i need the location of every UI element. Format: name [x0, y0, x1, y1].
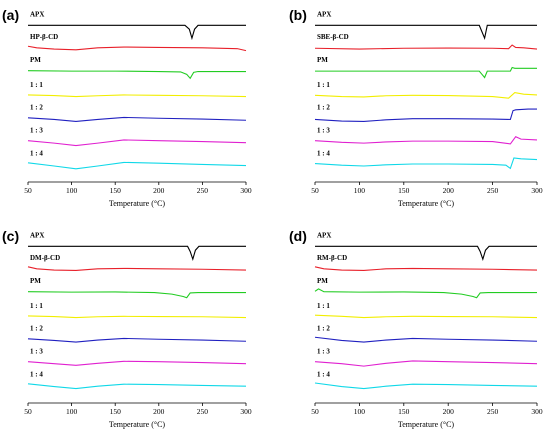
series-line-7: [27, 161, 247, 170]
series-line-4: [27, 94, 247, 98]
series-line-7: [314, 157, 538, 170]
series-label-4: 1 : 1: [30, 302, 43, 310]
series-label-3: PM: [30, 56, 41, 64]
x-tick-label: 100: [354, 407, 366, 416]
series-label-4: 1 : 1: [317, 302, 330, 310]
x-tick-label: 50: [24, 186, 32, 195]
series-label-1: APX: [317, 10, 331, 18]
x-tick-label: 50: [24, 407, 32, 416]
panel-label: (c): [2, 228, 19, 244]
series-label-5: 1 : 2: [30, 104, 43, 112]
x-tick-label: 250: [487, 186, 499, 195]
series-label-2: SBE-β-CD: [317, 33, 349, 41]
x-tick-label: 300: [531, 186, 543, 195]
series-line-5: [27, 116, 247, 122]
x-tick-label: 150: [110, 407, 122, 416]
x-tick-label: 300: [240, 186, 252, 195]
series-line-6: [27, 139, 247, 147]
series-line-6: [27, 360, 247, 366]
x-tick-label: 100: [66, 186, 78, 195]
series-line-7: [27, 383, 247, 390]
x-tick-label: 200: [153, 407, 165, 416]
series-line-5: [314, 108, 537, 122]
x-tick-label: 150: [398, 407, 410, 416]
panel-label: (d): [289, 228, 307, 244]
series-label-4: 1 : 1: [30, 81, 43, 89]
series-label-1: APX: [317, 231, 331, 239]
series-line-2: [27, 266, 247, 271]
x-tick-label: 50: [311, 186, 319, 195]
series-label-2: HP-β-CD: [30, 33, 58, 41]
x-tick-label: 50: [311, 407, 319, 416]
series-label-7: 1 : 4: [30, 149, 43, 157]
chart-panel-2: (b) 50 100 150 200 250 300 Temperature (°C) APX S…: [289, 7, 543, 208]
x-tick-label: 300: [240, 407, 252, 416]
x-tick-label: 250: [197, 186, 209, 195]
series-label-7: 1 : 4: [317, 149, 330, 157]
series-line-2: [27, 45, 247, 52]
x-axis-label: Temperature (°C): [398, 199, 455, 208]
x-tick-label: 200: [153, 186, 165, 195]
series-label-3: PM: [317, 56, 328, 64]
series-label-2: DM-β-CD: [30, 254, 60, 262]
series-line-6: [314, 136, 538, 145]
series-label-3: PM: [30, 277, 41, 285]
series-label-5: 1 : 2: [317, 325, 330, 333]
series-line-1: [28, 24, 246, 41]
chart-panel-4: (d) 50 100 150 200 250 300 Temperature (°C) APX R…: [289, 228, 543, 429]
x-tick-label: 250: [197, 407, 209, 416]
x-tick-label: 150: [110, 186, 122, 195]
series-line-4: [314, 91, 538, 99]
series-line-3: [315, 66, 537, 79]
x-axis-label: Temperature (°C): [109, 420, 166, 429]
series-label-4: 1 : 1: [317, 81, 330, 89]
x-tick-label: 100: [354, 186, 366, 195]
series-label-5: 1 : 2: [317, 104, 330, 112]
x-axis-label: Temperature (°C): [109, 199, 166, 208]
series-line-3: [314, 288, 537, 299]
series-label-6: 1 : 3: [317, 348, 330, 356]
series-label-1: APX: [30, 10, 44, 18]
series-line-1: [315, 245, 537, 261]
x-axis-label: Temperature (°C): [398, 420, 455, 429]
x-tick-label: 200: [443, 186, 455, 195]
series-label-6: 1 : 3: [317, 127, 330, 135]
series-line-2: [314, 266, 538, 271]
series-label-1: APX: [30, 231, 44, 239]
chart-panel-1: (a) 50 100 150 200 250 300 Temperature (°C) APX H…: [2, 7, 252, 208]
series-line-2: [314, 44, 538, 50]
series-label-2: RM-β-CD: [317, 254, 347, 262]
series-label-3: PM: [317, 277, 328, 285]
series-line-4: [27, 315, 247, 319]
series-line-1: [315, 24, 537, 41]
panel-label: (b): [289, 7, 307, 23]
series-line-3: [27, 70, 246, 80]
series-line-1: [28, 245, 246, 261]
x-tick-label: 100: [66, 407, 78, 416]
x-tick-label: 200: [443, 407, 455, 416]
chart-panel-3: (c) 50 100 150 200 250 300 Temperature (°C) APX D…: [2, 228, 252, 429]
series-line-5: [314, 336, 538, 343]
series-line-6: [314, 360, 538, 367]
series-line-3: [27, 291, 246, 299]
series-label-6: 1 : 3: [30, 127, 43, 135]
panel-label: (a): [2, 7, 19, 23]
series-line-5: [27, 337, 247, 343]
x-tick-label: 300: [531, 407, 543, 416]
x-tick-label: 150: [398, 186, 410, 195]
series-label-7: 1 : 4: [317, 370, 330, 378]
series-label-6: 1 : 3: [30, 348, 43, 356]
series-line-4: [314, 314, 538, 319]
series-label-7: 1 : 4: [30, 370, 43, 378]
series-label-5: 1 : 2: [30, 325, 43, 333]
x-tick-label: 250: [487, 407, 499, 416]
series-line-7: [314, 382, 538, 390]
